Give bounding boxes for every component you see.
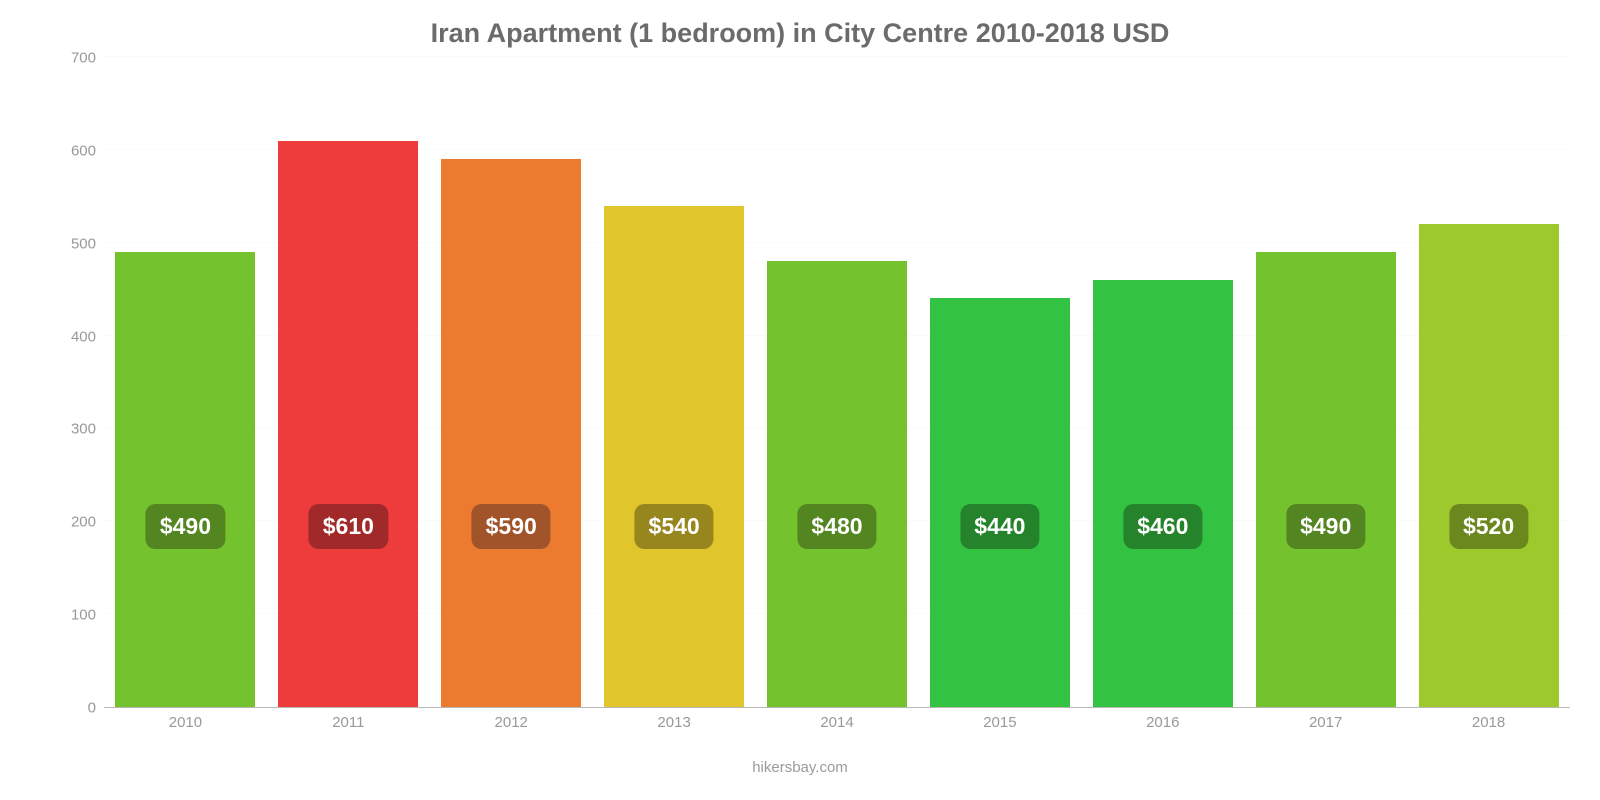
bar-value-label: $490 xyxy=(1286,504,1365,549)
x-axis-tick-label: 2014 xyxy=(777,714,897,731)
bar: $480 xyxy=(767,261,907,707)
y-axis-tick-label: 0 xyxy=(56,700,96,717)
bar: $590 xyxy=(441,159,581,707)
bar-value-label: $610 xyxy=(309,504,388,549)
bar-slot: $610 xyxy=(267,58,430,707)
x-axis-tick-label: 2013 xyxy=(614,714,734,731)
bar: $520 xyxy=(1419,224,1559,707)
bar-value-label: $480 xyxy=(797,504,876,549)
bar-slot: $490 xyxy=(1244,58,1407,707)
bar-value-label: $540 xyxy=(635,504,714,549)
y-axis-tick-label: 200 xyxy=(56,514,96,531)
bar-value-label: $520 xyxy=(1449,504,1528,549)
bar: $610 xyxy=(278,141,418,707)
bar-slot: $480 xyxy=(756,58,919,707)
bar-value-label: $590 xyxy=(472,504,551,549)
x-axis-tick-label: 2010 xyxy=(125,714,245,731)
bar-slot: $440 xyxy=(918,58,1081,707)
x-axis-tick-label: 2012 xyxy=(451,714,571,731)
y-axis-tick-label: 600 xyxy=(56,142,96,159)
x-axis-tick-label: 2016 xyxy=(1103,714,1223,731)
attribution-text: hikersbay.com xyxy=(752,759,848,776)
bar-slot: $520 xyxy=(1407,58,1570,707)
y-axis-tick-label: 700 xyxy=(56,50,96,67)
chart-title: Iran Apartment (1 bedroom) in City Centr… xyxy=(0,0,1600,55)
bar: $440 xyxy=(930,298,1070,707)
bar-slot: $460 xyxy=(1081,58,1244,707)
bar: $540 xyxy=(604,206,744,707)
plot-area: $490 $610 $590 $540 $480 $440 $460 $490 $520 xyxy=(104,58,1570,708)
y-axis-tick-label: 300 xyxy=(56,421,96,438)
x-axis-tick-label: 2011 xyxy=(288,714,408,731)
gridline xyxy=(104,56,1570,57)
bar-value-label: $460 xyxy=(1123,504,1202,549)
chart-area: $490$610$590$540$480$440$460$490$520 010… xyxy=(60,58,1570,733)
bar-slot: $540 xyxy=(593,58,756,707)
bar: $490 xyxy=(115,252,255,707)
bar-value-label: $490 xyxy=(146,504,225,549)
bar-slot: $490 xyxy=(104,58,267,707)
x-axis-tick-label: 2015 xyxy=(940,714,1060,731)
y-axis-tick-label: 400 xyxy=(56,328,96,345)
x-axis-tick-label: 2018 xyxy=(1429,714,1549,731)
bar-slot: $590 xyxy=(430,58,593,707)
x-axis-tick-label: 2017 xyxy=(1266,714,1386,731)
bars-container: $490 $610 $590 $540 $480 $440 $460 $490 $520 xyxy=(104,58,1570,707)
bar-value-label: $440 xyxy=(960,504,1039,549)
y-axis-tick-label: 500 xyxy=(56,235,96,252)
bar: $490 xyxy=(1256,252,1396,707)
bar: $460 xyxy=(1093,280,1233,707)
y-axis-tick-label: 100 xyxy=(56,607,96,624)
